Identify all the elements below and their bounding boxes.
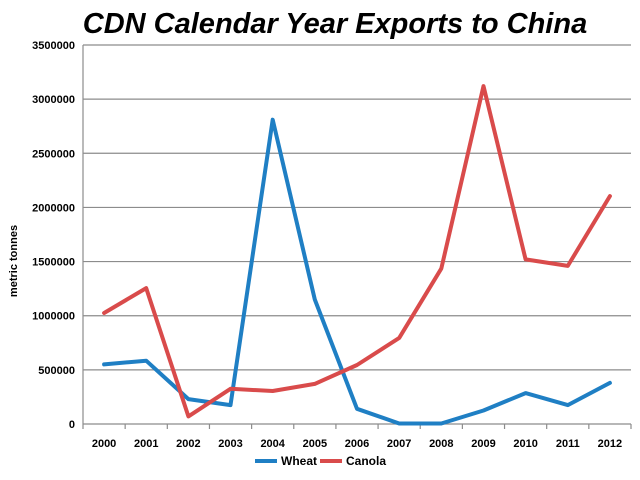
x-tick-label: 2011 [556,438,580,450]
x-tick-label: 2005 [303,438,327,450]
legend-label: Canola [346,454,386,468]
y-tick-label: 3000000 [32,94,75,106]
series-line-canola [102,84,612,419]
gridlines [83,44,631,371]
x-tick-label: 2006 [345,438,369,450]
x-tick-label: 2000 [92,438,116,450]
x-tick-label: 2003 [218,438,242,450]
x-tick-label: 2012 [598,438,622,450]
y-tick-label: 1500000 [32,257,75,269]
axes [82,45,632,429]
y-tick-label: 500000 [38,365,75,377]
y-axis-label: metric tonnes [8,225,20,297]
x-tick-label: 2002 [176,438,200,450]
x-tick-label: 2010 [513,438,537,450]
x-tick-label: 2008 [429,438,453,450]
x-tick-label: 2007 [387,438,411,450]
series-line-wheat [102,117,612,426]
legend-item-wheat: Wheat [255,454,317,468]
x-tick-labels: 2000 2001 2002 2003 2004 2005 2006 2007 2008 2009… [92,438,622,450]
y-tick-label: 0 [69,419,75,431]
y-tick-label: 2000000 [32,202,75,214]
x-tick-label: 2001 [134,438,158,450]
legend: Wheat Canola [255,454,386,468]
series-lines [102,84,612,426]
legend-label: Wheat [281,454,317,468]
chart-title: CDN Calendar Year Exports to China [83,8,587,40]
y-tick-label: 3500000 [32,40,75,52]
y-tick-labels: 0 500000 1000000 1500000 2000000 2500000 30000… [32,40,75,431]
legend-item-canola: Canola [320,454,386,468]
x-tick-label: 2004 [260,438,285,450]
x-tick-label: 2009 [471,438,495,450]
y-tick-label: 2500000 [32,148,75,160]
y-tick-label: 1000000 [32,311,75,323]
